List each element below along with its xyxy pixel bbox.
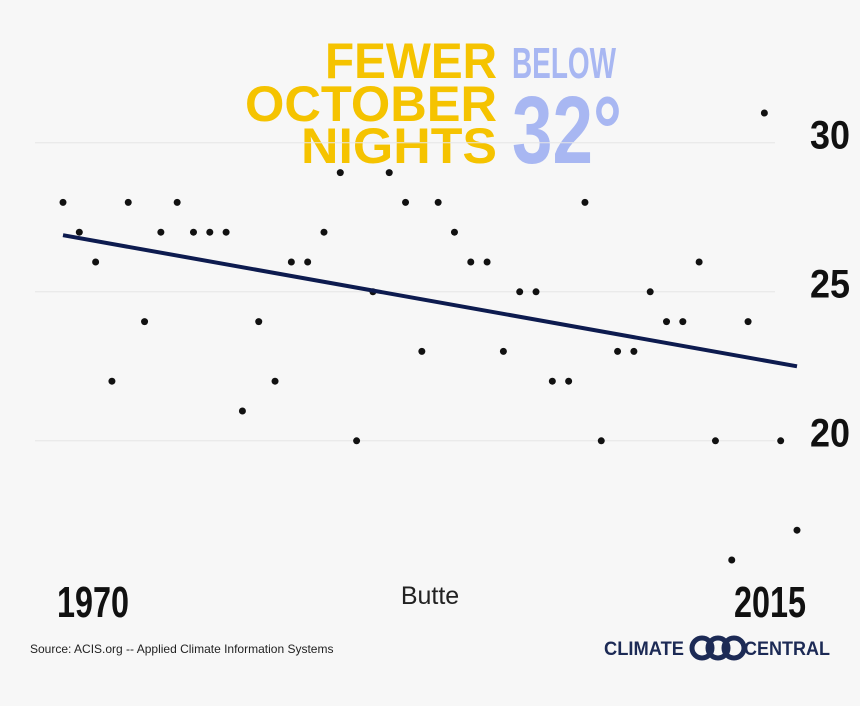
data-point xyxy=(614,347,622,355)
data-point xyxy=(189,228,197,236)
data-point xyxy=(532,288,540,296)
y-tick-label: 25 xyxy=(810,262,850,306)
data-point xyxy=(336,169,344,177)
data-point xyxy=(238,407,246,415)
data-point xyxy=(793,526,801,534)
location-label: Butte xyxy=(401,582,459,610)
data-point xyxy=(157,228,165,236)
data-point xyxy=(679,318,687,326)
data-point xyxy=(760,109,768,117)
data-point xyxy=(434,198,442,206)
data-point xyxy=(597,437,605,445)
trend-line xyxy=(62,233,798,369)
data-point xyxy=(630,347,638,355)
data-point xyxy=(565,377,573,385)
data-point xyxy=(744,318,752,326)
data-point xyxy=(548,377,556,385)
data-point xyxy=(92,258,100,266)
title-line: NIGHTS xyxy=(301,118,497,174)
data-point xyxy=(255,318,263,326)
data-point xyxy=(141,318,149,326)
data-point xyxy=(499,347,507,355)
data-point xyxy=(59,198,67,206)
y-tick-label: 20 xyxy=(810,411,850,455)
data-point xyxy=(646,288,654,296)
title-line: OCTOBER xyxy=(245,76,497,132)
data-point xyxy=(271,377,279,385)
data-point xyxy=(320,228,328,236)
data-point xyxy=(483,258,491,266)
data-point xyxy=(402,198,410,206)
data-point xyxy=(467,258,475,266)
y-tick-label: 30 xyxy=(810,113,850,157)
data-point xyxy=(695,258,703,266)
data-point xyxy=(222,228,230,236)
data-point xyxy=(418,347,426,355)
data-point xyxy=(711,437,719,445)
brand-logo xyxy=(689,635,747,661)
data-point xyxy=(353,437,361,445)
data-point xyxy=(450,228,458,236)
logo-ring xyxy=(705,635,731,661)
data-point xyxy=(304,258,312,266)
x-tick-label: 2015 xyxy=(734,578,806,627)
data-point xyxy=(173,198,181,206)
data-point xyxy=(777,437,785,445)
data-point xyxy=(287,258,295,266)
data-point xyxy=(581,198,589,206)
data-point xyxy=(516,288,524,296)
logo-ring xyxy=(689,635,715,661)
source: Source: ACIS.org -- Applied Climate Info… xyxy=(30,642,333,656)
data-point xyxy=(728,556,736,564)
data-point xyxy=(206,228,214,236)
brand-text: CENTRAL xyxy=(744,639,830,660)
title-line: FEWER xyxy=(325,33,497,89)
data-point xyxy=(663,318,671,326)
x-tick-label: 1970 xyxy=(57,578,129,627)
data-point xyxy=(385,169,393,177)
title-big: 32° xyxy=(512,77,622,184)
brand-text: CLIMATE xyxy=(604,639,684,660)
data-point xyxy=(108,377,116,385)
data-point xyxy=(75,228,83,236)
logo-ring xyxy=(721,635,747,661)
title-accent: BELOW xyxy=(512,39,616,88)
data-point xyxy=(124,198,132,206)
